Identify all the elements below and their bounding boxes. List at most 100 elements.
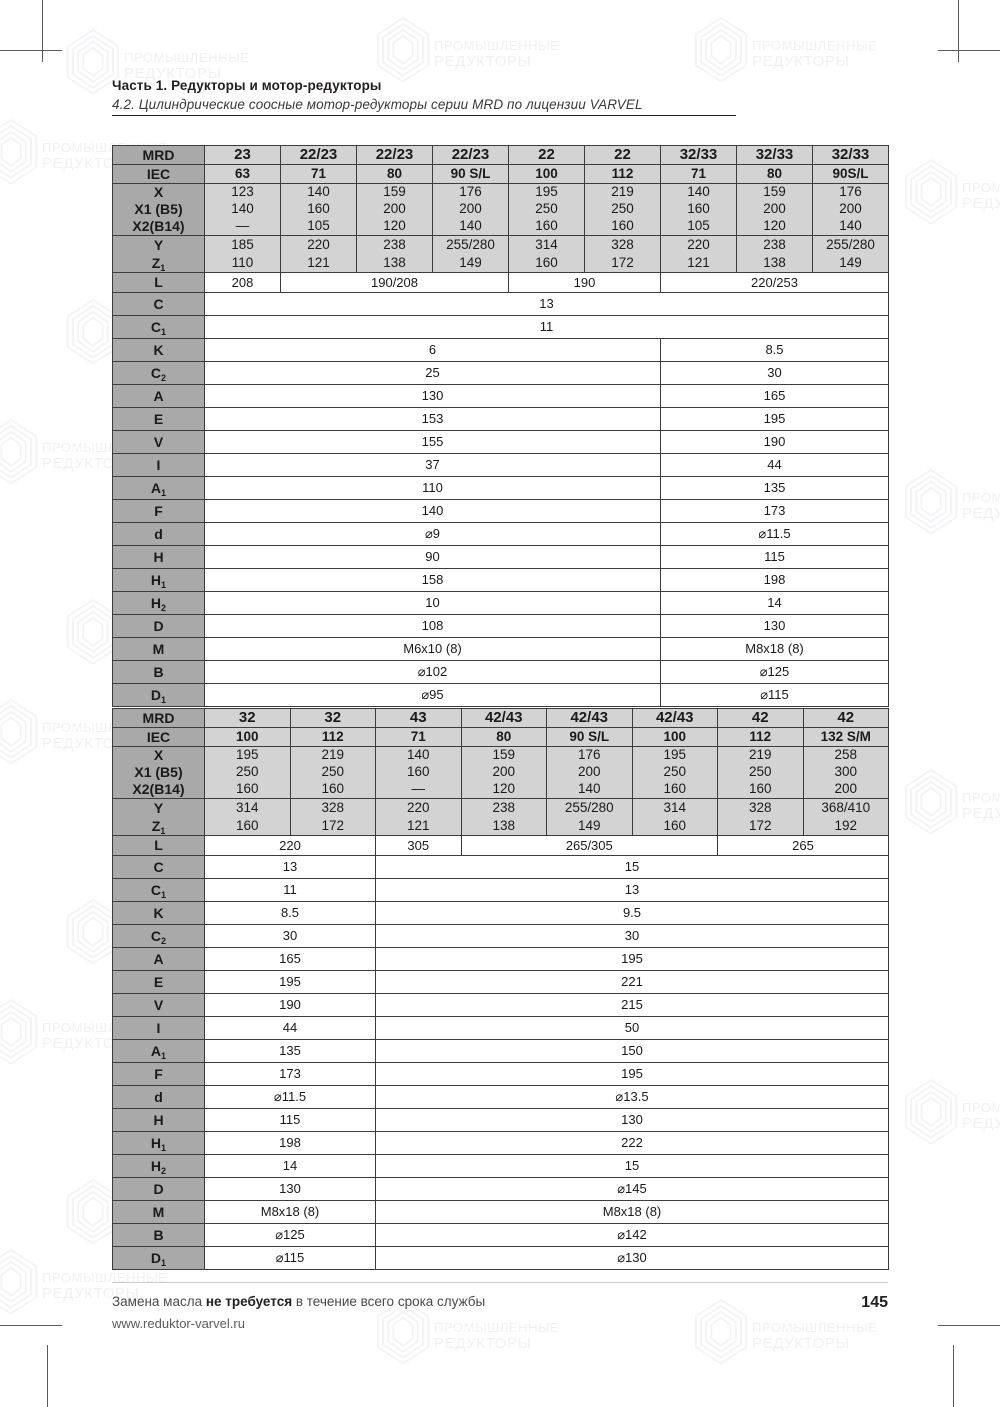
row-label-a: A bbox=[112, 384, 205, 408]
t2-z1-4: 149 bbox=[546, 817, 633, 836]
crop-mark-top-right-v bbox=[958, 0, 959, 62]
table-row-split: A1 110 135 bbox=[112, 476, 889, 500]
t2-split-r-1: 13 bbox=[375, 878, 889, 902]
table-row-split: I 37 44 bbox=[112, 453, 889, 477]
t1-z1-7: 138 bbox=[736, 254, 813, 273]
t2-y-2: 220 bbox=[375, 798, 462, 817]
t2-split-r-10: ⌀13.5 bbox=[375, 1085, 889, 1109]
t2-split-r-14: ⌀145 bbox=[375, 1177, 889, 1201]
t2-y-6: 328 bbox=[717, 798, 804, 817]
t2-split-l-6: 190 bbox=[204, 993, 376, 1017]
row-label-i: I bbox=[112, 453, 205, 477]
table-row-split: E 153 195 bbox=[112, 407, 889, 431]
table-row-split: M M8x18 (8) M8x18 (8) bbox=[112, 1200, 889, 1224]
t2-split-r-7: 50 bbox=[375, 1016, 889, 1040]
t2-z1-5: 160 bbox=[631, 817, 718, 836]
table-row-split: I 44 50 bbox=[112, 1016, 889, 1040]
t2-split-r-5: 221 bbox=[375, 970, 889, 994]
t1-y-2: 238 bbox=[356, 235, 433, 254]
t1-iec-6: 71 bbox=[660, 164, 737, 184]
t1-split-r-8: ⌀11.5 bbox=[660, 522, 889, 546]
t1-x-3: 176 bbox=[432, 183, 509, 201]
t1-mrd-2: 22/23 bbox=[356, 145, 433, 165]
t1-x1-1: 160 bbox=[280, 201, 357, 218]
t2-split-r-17: ⌀130 bbox=[375, 1246, 889, 1270]
footer-note-bold: не требуется bbox=[205, 1294, 293, 1309]
t2-z1-1: 172 bbox=[289, 817, 376, 836]
t1-l-0: 208 bbox=[204, 272, 281, 293]
t2-x-4: 176 bbox=[546, 746, 633, 764]
table-row-y: Y 185 220 238 255/280 314 328 220 238 255/280 bbox=[112, 235, 889, 254]
table-row-split: A 165 195 bbox=[112, 947, 889, 971]
t2-x1-7: 300 bbox=[802, 764, 889, 781]
t2-x1-0: 250 bbox=[204, 764, 291, 781]
t2-mrd-4: 42/43 bbox=[546, 708, 633, 728]
t2-split-l-2: 8.5 bbox=[204, 901, 376, 925]
table-row-split: d ⌀9 ⌀11.5 bbox=[112, 522, 889, 546]
t2-x2-1: 160 bbox=[289, 781, 376, 799]
t1-split-l-8: ⌀9 bbox=[204, 522, 661, 546]
row-label-c1: C1 bbox=[112, 878, 205, 902]
row-label-c: C bbox=[112, 855, 205, 879]
t2-split-l-15: M8x18 (8) bbox=[204, 1200, 376, 1224]
row-label-mrd: MRD bbox=[112, 145, 205, 165]
table-row-full: C 13 bbox=[112, 292, 889, 316]
t1-x1-6: 160 bbox=[660, 201, 737, 218]
t1-iec-8: 90S/L bbox=[812, 164, 889, 184]
page-number: 145 bbox=[861, 1294, 888, 1311]
t1-iec-1: 71 bbox=[280, 164, 357, 184]
row-label-mrd: MRD bbox=[112, 708, 205, 728]
row-label-h1: H1 bbox=[112, 568, 205, 592]
table-row-mrd: MRD 32 32 43 42/43 42/43 42/43 42 42 bbox=[112, 708, 889, 728]
t2-split-r-8: 150 bbox=[375, 1039, 889, 1063]
row-label-h2: H2 bbox=[112, 591, 205, 615]
t2-split-l-16: ⌀125 bbox=[204, 1223, 376, 1247]
t2-y-5: 314 bbox=[631, 798, 718, 817]
t1-x2-4: 160 bbox=[508, 218, 585, 236]
row-label-f: F bbox=[112, 499, 205, 523]
table-row-split: V 155 190 bbox=[112, 430, 889, 454]
t2-z1-7: 192 bbox=[802, 817, 889, 836]
table-row-split: H2 14 15 bbox=[112, 1154, 889, 1178]
t2-split-l-0: 13 bbox=[204, 855, 376, 879]
t2-x-7: 258 bbox=[802, 746, 889, 764]
row-label-i: I bbox=[112, 1016, 205, 1040]
t1-mrd-6: 32/33 bbox=[660, 145, 737, 165]
t2-iec-6: 112 bbox=[717, 727, 804, 747]
footer-note-suffix: в течение всего срока службы bbox=[292, 1294, 486, 1309]
table-row-l: L 208 190/208 190 220/253 bbox=[112, 272, 889, 293]
row-label-l: L bbox=[112, 272, 205, 293]
t2-split-l-14: 130 bbox=[204, 1177, 376, 1201]
table-row-split: d ⌀11.5 ⌀13.5 bbox=[112, 1085, 889, 1109]
table-row-z1: Z1 110 121 138 149 160 172 121 138 149 bbox=[112, 254, 889, 273]
t2-x1-1: 250 bbox=[289, 764, 376, 781]
t1-x1-4: 250 bbox=[508, 201, 585, 218]
t2-split-l-11: 115 bbox=[204, 1108, 376, 1132]
t1-mrd-4: 22 bbox=[508, 145, 585, 165]
t2-x-3: 159 bbox=[460, 746, 547, 764]
t2-x2-2: — bbox=[375, 781, 462, 799]
row-label-c2: C2 bbox=[112, 361, 205, 385]
t2-x-1: 219 bbox=[289, 746, 376, 764]
row-label-b: B bbox=[112, 1223, 205, 1247]
t1-x-0: 123 bbox=[204, 183, 281, 201]
t1-mrd-7: 32/33 bbox=[736, 145, 813, 165]
crop-mark-top-left-v bbox=[42, 0, 43, 62]
t1-x-5: 219 bbox=[584, 183, 661, 201]
t2-split-l-3: 30 bbox=[204, 924, 376, 948]
t1-x2-6: 105 bbox=[660, 218, 737, 236]
footer-website: www.reduktor-varvel.ru bbox=[112, 1316, 245, 1331]
t2-split-r-16: ⌀142 bbox=[375, 1223, 889, 1247]
t1-split-l-11: 10 bbox=[204, 591, 661, 615]
header-rule bbox=[112, 115, 736, 116]
t2-mrd-0: 32 bbox=[204, 708, 291, 728]
t2-mrd-3: 42/43 bbox=[460, 708, 547, 728]
t1-split-r-15: ⌀115 bbox=[660, 683, 889, 707]
t1-iec-7: 80 bbox=[736, 164, 813, 184]
t2-y-7: 368/410 bbox=[802, 798, 889, 817]
t1-iec-5: 112 bbox=[584, 164, 661, 184]
row-label-a1: A1 bbox=[112, 476, 205, 500]
t1-x-7: 159 bbox=[736, 183, 813, 201]
table-row-split: D1 ⌀95 ⌀115 bbox=[112, 683, 889, 707]
t2-split-l-4: 165 bbox=[204, 947, 376, 971]
